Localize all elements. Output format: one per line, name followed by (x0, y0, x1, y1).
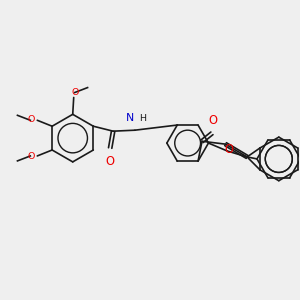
Text: H: H (139, 114, 146, 123)
Text: O: O (225, 143, 234, 156)
Text: O: O (28, 152, 35, 161)
Text: O: O (28, 115, 35, 124)
Text: O: O (208, 114, 217, 128)
Text: O: O (71, 88, 78, 97)
Text: N: N (126, 113, 134, 123)
Text: O: O (106, 155, 115, 168)
